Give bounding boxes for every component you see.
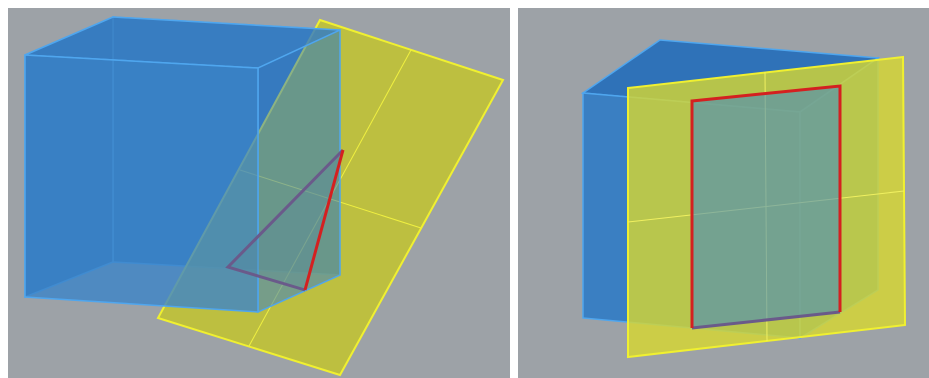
intersection-edge	[690, 84, 842, 328]
intersection-hidden-edge	[691, 310, 841, 330]
left-viewport	[8, 8, 510, 378]
intersection-face	[692, 86, 840, 328]
right-viewport	[518, 8, 929, 378]
cube-front-face	[24, 54, 259, 313]
intersection-edge	[303, 149, 345, 291]
intersection-hidden-edge	[225, 148, 345, 292]
